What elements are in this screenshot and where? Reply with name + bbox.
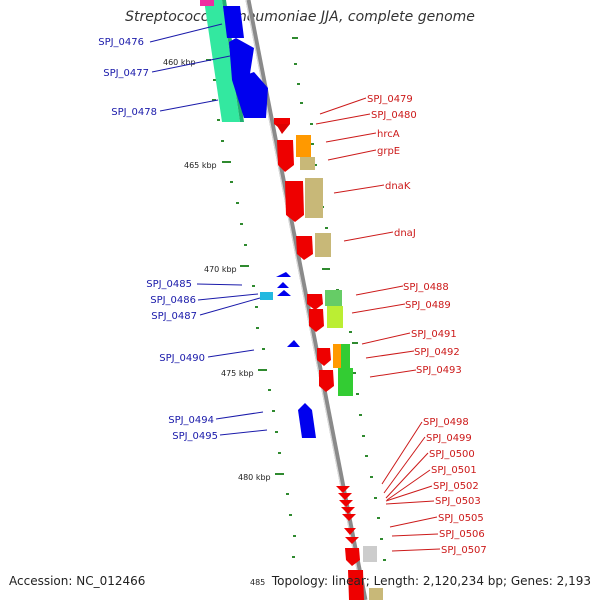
label-spj-0486[interactable]: SPJ_0486: [150, 295, 196, 306]
label-spj-0479[interactable]: SPJ_0479: [367, 94, 413, 105]
gene-bottom-red[interactable]: [348, 570, 364, 600]
gene-spj-0493-green[interactable]: [338, 368, 353, 396]
gene-spj-0489[interactable]: [309, 309, 324, 332]
gene-spj-0506[interactable]: [345, 537, 359, 544]
label-spj-0493[interactable]: SPJ_0493: [416, 365, 462, 376]
label-spj-0491[interactable]: SPJ_0491: [411, 329, 457, 340]
scale-label-470: 470 kbp: [204, 265, 237, 274]
topology-text: Topology: linear; Length: 2,120,234 bp; …: [271, 574, 591, 588]
scale-label-480: 480 kbp: [238, 473, 271, 482]
gene-spj-0502[interactable]: [342, 514, 356, 521]
label-spj-0480[interactable]: SPJ_0480: [371, 110, 417, 121]
gene-spj-0477[interactable]: [229, 38, 254, 80]
gene-spj-0478[interactable]: [204, 0, 240, 122]
label-spj-0488[interactable]: SPJ_0488: [403, 282, 449, 293]
label-spj-0487[interactable]: SPJ_0487: [151, 311, 197, 322]
gene-spj-0476[interactable]: [223, 6, 244, 38]
label-spj-0505[interactable]: SPJ_0505: [438, 513, 484, 524]
gene-spj-0500[interactable]: [339, 500, 353, 507]
label-spj-0503[interactable]: SPJ_0503: [435, 496, 481, 507]
gene-spj-0507-grey[interactable]: [363, 546, 377, 562]
gene-dnaj[interactable]: [296, 236, 313, 260]
gene-pink-edge: [200, 0, 214, 6]
gene-spj-0494[interactable]: [298, 403, 316, 438]
scale-label-460: 460 kbp: [163, 58, 196, 67]
gene-grpe-khaki[interactable]: [300, 157, 315, 170]
label-hrca[interactable]: hrcA: [377, 129, 400, 140]
label-spj-0500[interactable]: SPJ_0500: [429, 449, 475, 460]
label-spj-0507[interactable]: SPJ_0507: [441, 545, 487, 556]
reverse-strand-genes: [274, 118, 383, 600]
label-spj-0499[interactable]: SPJ_0499: [426, 433, 472, 444]
label-spj-0492[interactable]: SPJ_0492: [414, 347, 460, 358]
gene-spj-0507[interactable]: [345, 548, 360, 566]
gene-spj-0488-green[interactable]: [325, 290, 342, 306]
label-grpe[interactable]: grpE: [377, 146, 400, 157]
gene-spj-0477-b[interactable]: [232, 72, 268, 118]
gene-spj-0490[interactable]: [287, 340, 300, 347]
scale-label-485: 485: [250, 578, 265, 587]
gene-spj-0487[interactable]: [277, 290, 291, 296]
label-spj-0478[interactable]: SPJ_0478: [111, 107, 157, 118]
gene-dnak-khaki[interactable]: [305, 178, 323, 218]
label-spj-0485[interactable]: SPJ_0485: [146, 279, 192, 290]
label-spj-0495[interactable]: SPJ_0495: [172, 431, 218, 442]
gene-spj-0486[interactable]: [277, 282, 289, 288]
label-spj-0489[interactable]: SPJ_0489: [405, 300, 451, 311]
gene-spj-0505[interactable]: [344, 528, 356, 535]
label-spj-0494[interactable]: SPJ_0494: [168, 415, 214, 426]
forward-strand-genes: [200, 0, 316, 438]
label-spj-0476[interactable]: SPJ_0476: [98, 37, 144, 48]
gene-spj-0498[interactable]: [336, 486, 350, 493]
gene-spj-0501[interactable]: [341, 507, 355, 514]
label-spj-0506[interactable]: SPJ_0506: [439, 529, 485, 540]
gene-spj-0485[interactable]: [276, 272, 291, 277]
ruler-ticks-left: [206, 59, 296, 558]
gene-spj-0493[interactable]: [319, 370, 334, 392]
gene-hrca[interactable]: [277, 140, 294, 172]
left-leader-lines: [149, 23, 268, 436]
gene-dnak[interactable]: [285, 181, 304, 222]
accession-text: Accession: NC_012466: [9, 574, 146, 588]
label-spj-0490[interactable]: SPJ_0490: [159, 353, 205, 364]
label-spj-0477[interactable]: SPJ_0477: [103, 68, 149, 79]
gene-spj-0492-green[interactable]: [341, 344, 350, 368]
gene-dnaj-khaki[interactable]: [315, 233, 331, 257]
gene-spj-0491-orange[interactable]: [333, 344, 341, 368]
gene-spj-0499[interactable]: [338, 493, 352, 500]
gene-spj-0488[interactable]: [307, 294, 323, 310]
gene-bottom-khaki[interactable]: [369, 588, 383, 600]
gene-hrca-orange[interactable]: [296, 135, 311, 157]
gene-spj-0487-cyan[interactable]: [260, 292, 273, 300]
label-spj-0498[interactable]: SPJ_0498: [423, 417, 469, 428]
right-leader-lines: [315, 97, 441, 552]
scale-label-475: 475 kbp: [221, 369, 254, 378]
scale-label-465: 465 kbp: [184, 161, 217, 170]
gene-spj-0489-lime[interactable]: [327, 306, 343, 328]
label-spj-0501[interactable]: SPJ_0501: [431, 465, 477, 476]
gene-spj-0491[interactable]: [317, 348, 331, 366]
label-dnaj[interactable]: dnaJ: [394, 228, 416, 239]
gene-spj-0480[interactable]: [276, 124, 290, 134]
label-dnak[interactable]: dnaK: [385, 181, 411, 192]
label-spj-0502[interactable]: SPJ_0502: [433, 481, 479, 492]
